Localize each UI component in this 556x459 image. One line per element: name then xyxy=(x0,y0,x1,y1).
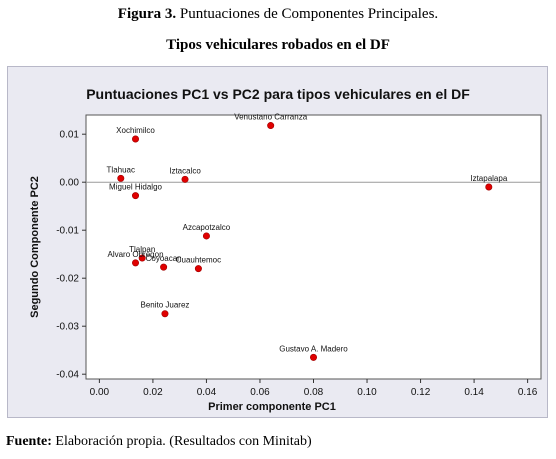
figure-caption-text: Puntuaciones de Componentes Principales. xyxy=(179,6,439,22)
x-tick-label: 0.06 xyxy=(250,387,270,398)
data-point-label: Cuauhtemoc xyxy=(176,256,221,265)
data-point-label: Alvaro Obregon xyxy=(107,250,163,259)
data-point-label: Xochimilco xyxy=(116,126,155,135)
data-point xyxy=(309,353,317,361)
x-tick-label: 0.12 xyxy=(411,387,431,398)
data-point-label: Gustavo A. Madero xyxy=(279,344,348,353)
y-tick-label: 0.01 xyxy=(60,130,80,141)
data-point xyxy=(138,254,146,262)
data-points: Venustano Carranza Xochimilco Tlahuac Iztac… xyxy=(107,113,508,361)
data-point xyxy=(117,174,125,182)
x-tick-label: 0.04 xyxy=(197,387,217,398)
data-point-label: Venustano Carranza xyxy=(234,113,307,122)
x-axis: 0.00 0.02 0.04 0.06 0.08 0.10 0.12 0.14 0.16 xyxy=(90,379,538,398)
x-axis-label: Primer componente PC1 xyxy=(208,401,336,413)
figure-caption: Figura 3. Puntuaciones de Componentes Pr… xyxy=(0,6,556,23)
x-tick-label: 0.00 xyxy=(90,387,110,398)
y-tick-label: -0.02 xyxy=(56,274,79,285)
data-point-label: Iztacalco xyxy=(169,166,201,175)
footer-source: Fuente: Elaboración propia. (Resultados … xyxy=(6,434,312,450)
scatter-chart: Puntuaciones PC1 vs PC2 para tipos vehic… xyxy=(29,86,542,413)
data-point xyxy=(202,232,210,240)
y-axis: 0.01 0.00 -0.01 -0.02 -0.03 -0.04 xyxy=(56,130,86,381)
data-point xyxy=(160,263,168,271)
y-tick-label: -0.04 xyxy=(56,370,79,381)
data-point xyxy=(132,135,140,143)
chart-panel: Puntuaciones PC1 vs PC2 para tipos vehic… xyxy=(7,66,548,418)
data-point-label: Miguel Hidalgo xyxy=(109,183,162,192)
data-point-label: Iztapalapa xyxy=(470,174,507,183)
x-tick-label: 0.02 xyxy=(143,387,163,398)
y-tick-label: 0.00 xyxy=(60,178,80,189)
data-point xyxy=(194,265,202,273)
data-point xyxy=(181,175,189,183)
data-point-label: Azcapotzalco xyxy=(183,223,231,232)
footer-label: Fuente: xyxy=(6,434,52,449)
figure-label: Figura 3. xyxy=(117,6,177,22)
data-point xyxy=(267,122,275,130)
x-tick-label: 0.14 xyxy=(464,387,484,398)
data-point-label: Tlalpan xyxy=(129,245,155,254)
plot-area xyxy=(85,114,542,380)
x-tick-label: 0.16 xyxy=(518,387,538,398)
data-point xyxy=(132,259,140,267)
data-point xyxy=(132,192,140,200)
x-tick-label: 0.10 xyxy=(357,387,377,398)
y-tick-label: -0.03 xyxy=(56,322,79,333)
data-point-label: Tlahuac xyxy=(107,165,135,174)
figure-subtitle: Tipos vehiculares robados en el DF xyxy=(166,37,390,53)
chart-title: Puntuaciones PC1 vs PC2 para tipos vehic… xyxy=(86,86,470,102)
data-point xyxy=(485,183,493,191)
data-point-label: Coyoacan xyxy=(146,254,182,263)
footer-text: Elaboración propia. (Resultados con Mini… xyxy=(55,434,312,449)
y-axis-label: Segundo Componente PC2 xyxy=(29,176,41,318)
data-point xyxy=(161,310,169,318)
x-tick-label: 0.08 xyxy=(304,387,324,398)
y-tick-label: -0.01 xyxy=(56,226,79,237)
data-point-label: Benito Juarez xyxy=(140,301,189,310)
